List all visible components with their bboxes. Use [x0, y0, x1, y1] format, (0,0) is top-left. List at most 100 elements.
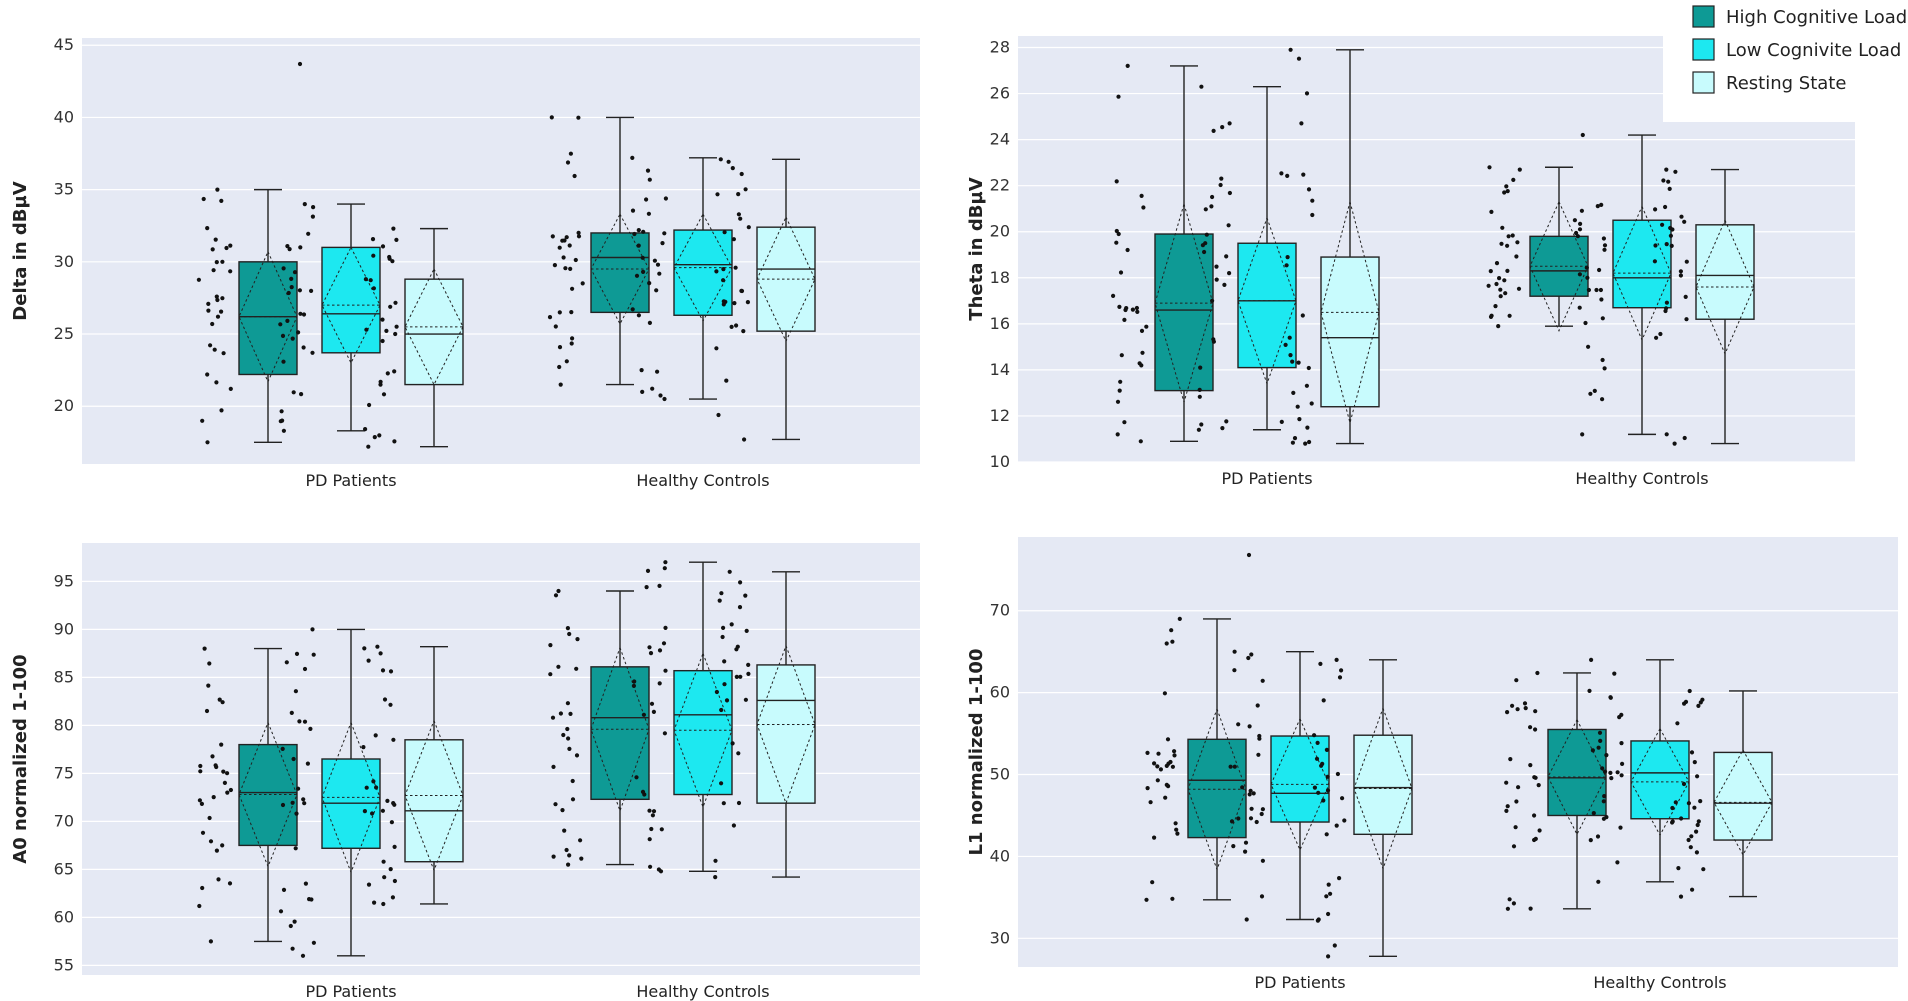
point-delta-high-cognitive-load-pd-patients-19: [212, 347, 217, 352]
point-delta-low-cognivite-load-pd-patients-12: [301, 312, 307, 317]
point-delta-resting-state-pd-patients-23: [380, 317, 385, 322]
point-a0-low-cognivite-load-pd-patients-20: [290, 946, 295, 951]
point-a0-resting-state-healthy-controls-20: [737, 605, 743, 610]
point-l1-low-cognivite-load-pd-patients-24: [1247, 724, 1252, 729]
point-theta-high-cognitive-load-pd-patients-27: [1134, 305, 1139, 311]
point-theta-high-cognitive-load-pd-patients-21: [1115, 399, 1121, 404]
point-theta-high-cognitive-load-pd-patients-9: [1122, 420, 1127, 425]
point-theta-resting-state-pd-patients-29: [1299, 121, 1304, 126]
point-delta-high-cognitive-load-pd-patients-9: [228, 269, 233, 274]
point-a0-high-cognitive-load-pd-patients-8: [221, 769, 226, 774]
point-delta-low-cognivite-load-healthy-controls-4: [655, 262, 661, 267]
point-l1-resting-state-healthy-controls-24: [1673, 800, 1678, 805]
point-delta-resting-state-pd-patients-5: [370, 237, 376, 242]
point-l1-high-cognitive-load-pd-patients-8: [1169, 628, 1174, 633]
point-delta-high-cognitive-load-healthy-controls-28: [560, 238, 565, 243]
point-theta-high-cognitive-load-pd-patients-26: [1118, 270, 1124, 275]
point-a0-resting-state-healthy-controls-5: [719, 781, 724, 786]
point-a0-high-cognitive-load-pd-patients-20: [198, 763, 203, 769]
point-delta-resting-state-healthy-controls-0: [742, 437, 747, 442]
point-l1-high-cognitive-load-pd-patients-21: [1150, 880, 1155, 885]
point-l1-high-cognitive-load-healthy-controls-8: [1514, 678, 1519, 683]
point-a0-low-cognivite-load-healthy-controls-26: [650, 813, 656, 818]
point-theta-low-cognivite-load-pd-patients-26: [1227, 271, 1232, 276]
point-l1-high-cognitive-load-healthy-controls-28: [1532, 775, 1537, 780]
point-theta-resting-state-healthy-controls-24: [1668, 225, 1673, 231]
point-a0-resting-state-pd-patients-4: [380, 808, 385, 813]
point-theta-low-cognivite-load-healthy-controls-1: [1580, 132, 1585, 138]
panel-a0: 55 60 65 70 75 80 85 90 95 A0 normalized 1-100 PD …: [10, 543, 920, 1001]
point-delta-high-cognitive-load-pd-patients-25: [210, 321, 215, 327]
y-tick-label-delta-45: 45: [54, 35, 74, 54]
point-theta-high-cognitive-load-healthy-controls-27: [1502, 190, 1507, 195]
point-a0-resting-state-pd-patients-17: [388, 702, 393, 707]
point-delta-low-cognivite-load-healthy-controls-28: [636, 243, 641, 248]
point-delta-low-cognivite-load-healthy-controls-16: [640, 389, 645, 394]
point-theta-low-cognivite-load-pd-patients-1: [1199, 84, 1204, 89]
point-l1-resting-state-healthy-controls-13: [1692, 805, 1697, 810]
point-l1-high-cognitive-load-pd-patients-27: [1148, 800, 1153, 805]
point-delta-low-cognivite-load-pd-patients-2: [310, 350, 315, 355]
point-a0-high-cognitive-load-healthy-controls-19: [570, 778, 575, 784]
outlier-l1-0: [1246, 552, 1252, 558]
point-a0-low-cognivite-load-pd-patients-22: [294, 811, 299, 816]
point-l1-resting-state-healthy-controls-14: [1698, 700, 1703, 705]
point-l1-resting-state-healthy-controls-16: [1670, 805, 1675, 811]
point-theta-high-cognitive-load-healthy-controls-4: [1505, 268, 1510, 273]
box-theta-resting-state-healthy-controls: [1652, 167, 1755, 446]
point-theta-low-cognivite-load-healthy-controls-4: [1585, 275, 1590, 280]
point-a0-resting-state-pd-patients-27: [374, 785, 379, 790]
point-l1-high-cognitive-load-healthy-controls-20: [1513, 825, 1518, 830]
point-a0-high-cognitive-load-pd-patients-28: [206, 683, 211, 688]
point-a0-low-cognivite-load-healthy-controls-17: [648, 651, 654, 656]
y-tick-label-l1-50: 50: [990, 765, 1010, 784]
point-l1-high-cognitive-load-pd-patients-29: [1162, 691, 1167, 696]
point-a0-resting-state-healthy-controls-1: [727, 569, 732, 574]
point-delta-resting-state-healthy-controls-6: [716, 412, 721, 418]
point-l1-resting-state-pd-patients-6: [1337, 876, 1342, 881]
point-theta-resting-state-pd-patients-18: [1288, 353, 1293, 358]
point-delta-resting-state-healthy-controls-27: [745, 300, 751, 305]
point-a0-low-cognivite-load-pd-patients-2: [293, 846, 298, 851]
panel-delta: 20 25 30 35 40 45 Delta in dBµV PD Patients Heal…: [10, 35, 920, 490]
point-l1-high-cognitive-load-pd-patients-13: [1158, 767, 1163, 772]
point-delta-resting-state-pd-patients-15: [378, 379, 383, 384]
box-a0-resting-state-healthy-controls: [713, 569, 816, 880]
box-delta-resting-state-pd-patients: [363, 226, 464, 449]
point-theta-low-cognivite-load-pd-patients-24: [1214, 264, 1219, 269]
point-a0-high-cognitive-load-healthy-controls-2: [570, 797, 576, 802]
point-theta-low-cognivite-load-pd-patients-4: [1210, 298, 1215, 303]
point-l1-resting-state-pd-patients-13: [1324, 894, 1329, 899]
point-delta-resting-state-healthy-controls-29: [729, 324, 734, 329]
y-tick-label-a0-95: 95: [54, 571, 74, 590]
box-l1-low-cognivite-load-healthy-controls: [1587, 657, 1690, 884]
point-delta-resting-state-healthy-controls-3: [746, 225, 751, 230]
box-a0-low-cognivite-load-healthy-controls: [631, 560, 733, 874]
point-theta-high-cognitive-load-pd-patients-5: [1116, 94, 1121, 99]
point-theta-resting-state-healthy-controls-4: [1678, 273, 1683, 278]
point-theta-resting-state-pd-patients-27: [1292, 436, 1298, 441]
point-a0-resting-state-pd-patients-0: [381, 901, 386, 907]
point-l1-resting-state-healthy-controls-28: [1696, 819, 1701, 824]
point-l1-low-cognivite-load-pd-patients-7: [1260, 678, 1265, 683]
legend-item-low-cognitive-load: Low Cognivite Load: [1692, 38, 1901, 61]
point-theta-resting-state-healthy-controls-9: [1658, 331, 1663, 337]
y-tick-label-delta-25: 25: [54, 324, 74, 343]
point-l1-high-cognitive-load-pd-patients-15: [1166, 761, 1171, 766]
category-label-delta-healthy-controls: Healthy Controls: [636, 471, 769, 490]
point-a0-low-cognivite-load-healthy-controls-7: [631, 683, 637, 689]
point-a0-low-cognivite-load-healthy-controls-16: [649, 701, 655, 706]
point-theta-resting-state-healthy-controls-10: [1654, 335, 1659, 340]
point-theta-resting-state-pd-patients-22: [1310, 212, 1315, 218]
point-a0-high-cognitive-load-healthy-controls-7: [565, 726, 570, 732]
point-a0-low-cognivite-load-pd-patients-4: [302, 801, 307, 806]
sd-diamond-l1-low-cognivite-load-healthy-controls: [1630, 727, 1690, 837]
point-theta-low-cognivite-load-healthy-controls-26: [1597, 267, 1602, 273]
point-a0-low-cognivite-load-pd-patients-13: [292, 919, 297, 924]
point-a0-resting-state-pd-patients-20: [380, 668, 386, 673]
point-theta-low-cognivite-load-healthy-controls-12: [1578, 221, 1583, 226]
point-delta-high-cognitive-load-pd-patients-3: [220, 259, 225, 264]
point-theta-low-cognivite-load-healthy-controls-6: [1584, 265, 1589, 270]
point-delta-low-cognivite-load-healthy-controls-23: [647, 281, 652, 286]
point-delta-high-cognitive-load-healthy-controls-14: [576, 234, 582, 239]
